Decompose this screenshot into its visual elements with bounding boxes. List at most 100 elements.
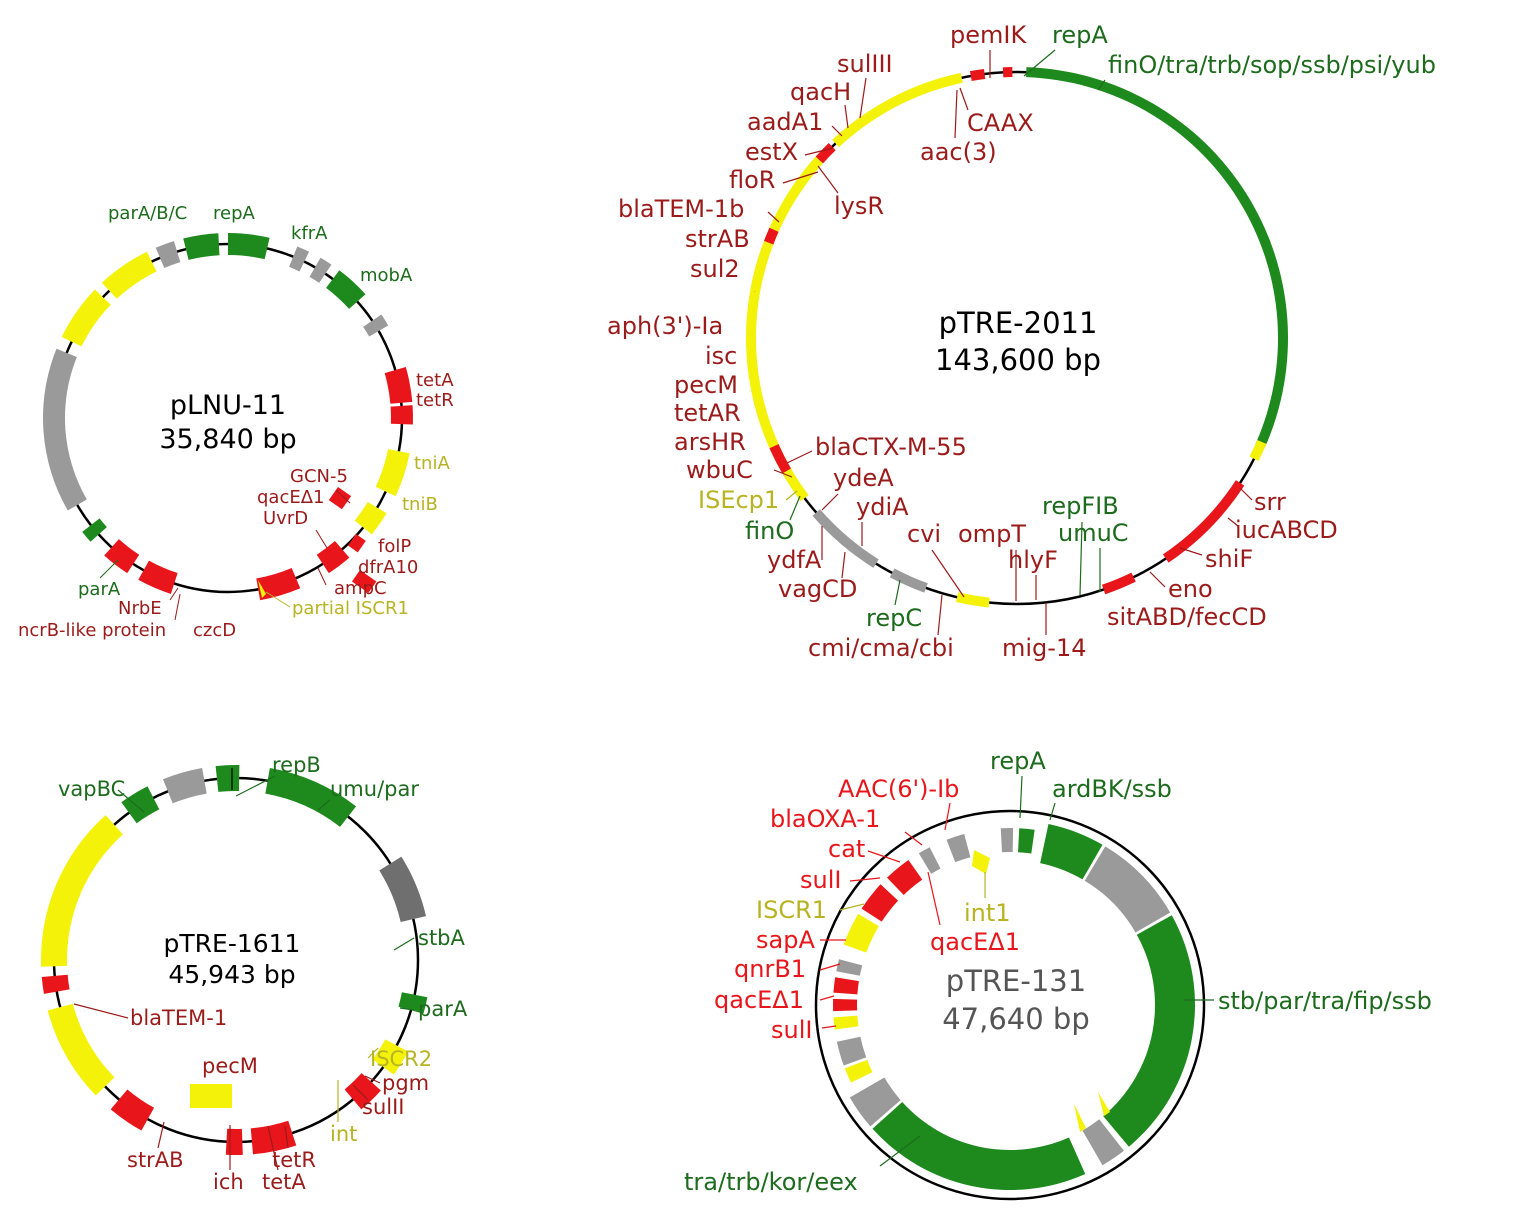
gene-label-srr: srr xyxy=(1254,488,1286,516)
gene-label-blatem1: blaTEM-1 xyxy=(130,1006,227,1030)
arc-yellow-tnia xyxy=(375,449,410,497)
gene-label-umuc: umuC xyxy=(1058,519,1129,547)
arc-green-stb xyxy=(1103,915,1195,1147)
gene-label-cmi: cmi/cma/cbi xyxy=(808,634,954,662)
gene-label-dfra10: dfrA10 xyxy=(358,557,418,578)
arc-gray-1 xyxy=(162,767,207,804)
leader-srr xyxy=(1239,487,1253,501)
gene-label-folp: folP xyxy=(378,536,411,557)
gene-label-qace1: qacEΔ1 xyxy=(930,928,1020,956)
gene-label-kfra: kfrA xyxy=(291,223,328,244)
gene-label-qace2: qacEΔ1 xyxy=(714,986,804,1014)
gene-label-stba: stbA xyxy=(418,926,466,950)
arc-gray-2 xyxy=(289,246,310,272)
arc-yellow-upper-left xyxy=(750,156,824,293)
arc-yellow-1 xyxy=(844,1059,873,1083)
gene-label-estx: estX xyxy=(745,138,798,166)
plasmid-map-ptre131: pTRE-131 47,640 bp repA ardBK/ssb stb/pa… xyxy=(684,747,1432,1201)
gene-label-umupar: umu/par xyxy=(330,777,419,801)
gene-label-int-1611: int xyxy=(330,1122,357,1146)
leader-iucabcd xyxy=(1227,517,1239,527)
leader-eno xyxy=(1149,571,1166,588)
gene-label-flor: floR xyxy=(729,166,775,194)
leader-aac3 xyxy=(954,89,958,139)
leader-blactx xyxy=(786,450,813,464)
leader-cvi xyxy=(931,549,965,598)
gene-label-ompt: ompT xyxy=(958,520,1026,548)
gene-label-nrbe: NrbE xyxy=(118,598,162,619)
arc-green-tra xyxy=(872,1102,1086,1190)
gene-label-repb: repB xyxy=(272,753,321,777)
arc-yellow-top xyxy=(832,72,963,148)
arc-gray-stba xyxy=(379,856,427,922)
gene-label-uvrd: UvrD xyxy=(263,508,308,529)
gene-label-lysr: lysR xyxy=(834,192,884,220)
gene-label-blaoxa1: blaOXA-1 xyxy=(770,805,880,833)
plasmid-size-ptre1611: 45,943 bp xyxy=(168,960,295,989)
leader-isecp1 xyxy=(785,490,798,501)
arc-yellow-left xyxy=(746,290,809,502)
leader-para-1611 xyxy=(399,1007,415,1011)
leader-teta-1611 xyxy=(267,1125,279,1171)
plasmid-map-ptre2011: pTRE-2011 143,600 bp pemIK sulIII qacH C… xyxy=(607,21,1436,662)
arc-red-blatem1 xyxy=(41,974,70,994)
gene-label-tetr: tetR xyxy=(416,390,454,411)
gene-label-sul2: sul2 xyxy=(690,255,740,283)
gene-label-gcn5: GCN-5 xyxy=(290,466,348,487)
gene-label-tetr-1611: tetR xyxy=(272,1148,316,1172)
arc-green-moba xyxy=(326,270,366,309)
gene-label-repa: repA xyxy=(213,203,256,224)
gene-label-sapa: sapA xyxy=(756,926,815,954)
arc-yellow-2 xyxy=(833,1015,859,1030)
gene-label-pecm-1611: pecM xyxy=(202,1054,258,1078)
gene-label-traeex: tra/trb/kor/eex xyxy=(684,1168,858,1196)
arc-green-repa xyxy=(1018,828,1035,854)
arc-red-pecm xyxy=(225,1128,243,1156)
gene-label-shif: shiF xyxy=(1205,545,1253,573)
leader-vagcd xyxy=(841,551,846,579)
gene-label-mig14: mig-14 xyxy=(1002,634,1086,662)
gene-label-sulII: sulII xyxy=(362,1095,404,1119)
gene-label-repa-131: repA xyxy=(990,747,1046,775)
arc-gray-top xyxy=(1000,828,1014,853)
gene-label-isc: isc xyxy=(705,342,737,370)
leader-vapbc xyxy=(117,789,145,813)
arc-green-repb xyxy=(215,765,240,792)
leader-gcn5 xyxy=(335,489,351,504)
leader-ardbk xyxy=(1049,802,1056,821)
leader-fino xyxy=(789,495,801,521)
leader-blatem1b xyxy=(767,211,780,223)
arc-gray-large xyxy=(42,348,87,511)
leader-ydea xyxy=(821,493,839,511)
arc-red-cat xyxy=(861,884,899,922)
arc-red-tetar xyxy=(769,444,791,474)
arc-green-umupar xyxy=(265,767,357,827)
gene-label-aac6: AAC(6')-Ib xyxy=(838,775,959,803)
arc-red-sitabd xyxy=(1101,572,1136,595)
leader-qace2 xyxy=(819,995,835,1001)
gene-label-stb: stb/par/tra/fip/ssb xyxy=(1218,987,1432,1015)
leader-repa-2011 xyxy=(1023,49,1056,77)
gene-label-ampc: ampC xyxy=(334,578,387,599)
gene-label-pecm: pecM xyxy=(674,371,738,399)
gene-label-qnrb1: qnrB1 xyxy=(734,955,806,983)
leader-para xyxy=(99,559,119,579)
gene-label-blactx: blaCTX-M-55 xyxy=(815,433,967,461)
leader-ncrb xyxy=(174,593,181,621)
leader-lysr xyxy=(817,165,839,194)
leader-stba xyxy=(393,937,415,951)
leader-sulIII xyxy=(859,77,867,119)
leader-aac6 xyxy=(944,802,951,831)
gene-label-strab: strAB xyxy=(685,225,750,253)
gene-label-teta-1611: tetA xyxy=(262,1170,306,1194)
arc-yellow-left xyxy=(41,815,123,967)
gene-label-para-1611: parA xyxy=(418,997,468,1021)
arc-yellow-2 xyxy=(61,289,111,347)
gene-label-qace: qacEΔ1 xyxy=(257,487,325,508)
gene-label-pemik: pemIK xyxy=(950,21,1027,49)
backbone-ptre131 xyxy=(814,809,1206,1201)
gene-label-iscr1-131: ISCR1 xyxy=(756,896,827,924)
leader-suli1 xyxy=(849,877,881,882)
arc-red-iucabcd xyxy=(1162,480,1245,563)
leader-iscr1 xyxy=(265,591,291,608)
